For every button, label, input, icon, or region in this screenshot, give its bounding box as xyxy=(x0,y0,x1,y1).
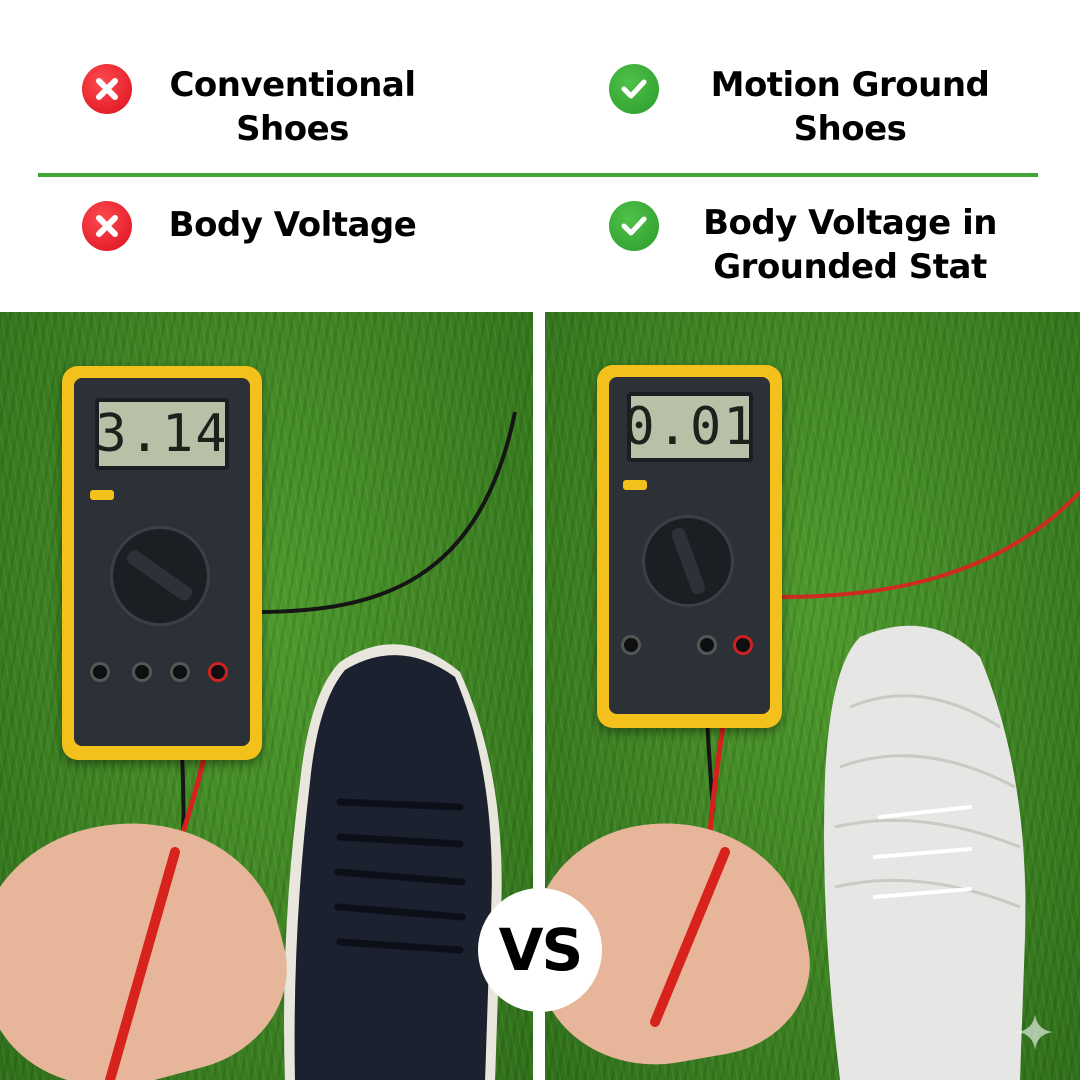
multimeter: 3.14 xyxy=(62,366,262,760)
multimeter: 0.01 xyxy=(597,365,782,728)
check-circle-icon xyxy=(609,201,659,251)
divider-rule xyxy=(38,173,1038,177)
grounding-shoe-photo: 0.01 xyxy=(545,312,1080,1080)
white-mesh-shoe xyxy=(824,625,1026,1080)
red-probe xyxy=(650,847,730,1027)
body-voltage-label: Body Voltage xyxy=(168,205,417,245)
meter-dial xyxy=(110,526,210,626)
dark-canvas-shoe xyxy=(284,644,502,1080)
grounded-voltage-label: Body Voltage in Grounded Stat xyxy=(703,203,997,287)
meter-display: 0.01 xyxy=(623,392,755,462)
x-circle-icon xyxy=(82,64,132,114)
meter-dial xyxy=(642,515,734,607)
check-circle-icon xyxy=(609,64,659,114)
conventional-shoes-title: Conventional Shoes xyxy=(169,65,416,149)
red-probe xyxy=(105,847,180,1080)
motion-ground-shoes-title: Motion Ground Shoes xyxy=(710,65,990,149)
comparison-header: Conventional Shoes Motion Ground Shoes B… xyxy=(0,0,1080,312)
vs-badge: VS xyxy=(478,888,602,1012)
conventional-shoe-photo: 3.14 xyxy=(0,312,533,1080)
x-circle-icon xyxy=(82,201,132,251)
meter-display: 3.14 xyxy=(95,398,229,470)
sparkle-icon xyxy=(1017,1014,1053,1050)
